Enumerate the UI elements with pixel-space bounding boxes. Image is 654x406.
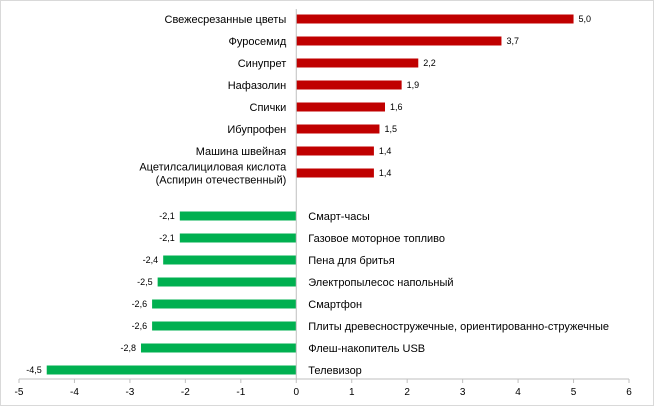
axis-layer (18, 9, 630, 383)
category-label: Фуросемид (229, 36, 287, 48)
bars-layer (46, 14, 574, 375)
category-label: Нафазолин (228, 80, 287, 92)
category-label: Свежесрезанные цветы (165, 14, 287, 26)
labels-layer: 5,0 Свежесрезанные цветы 3,7 Фуросемид 2,2 Си… (15, 14, 633, 398)
category-label: Флеш-накопитель USB (308, 343, 425, 355)
bar-negative (152, 299, 297, 309)
bar-positive (296, 146, 374, 156)
value-label: -4,5 (26, 365, 42, 375)
value-label: -2,1 (159, 233, 175, 243)
category-label: Спички (250, 102, 287, 114)
category-label: Синупрет (238, 58, 287, 70)
value-label: -2,6 (132, 299, 148, 309)
value-label: 1,4 (379, 146, 392, 156)
bar-positive (296, 36, 502, 46)
value-label: 3,7 (506, 36, 519, 46)
value-label: -2,5 (137, 277, 153, 287)
x-tick-label: 6 (626, 387, 632, 398)
category-label: Пена для бритья (308, 255, 394, 267)
value-label: 2,2 (423, 58, 436, 68)
value-label: -2,1 (159, 211, 175, 221)
x-tick-label: -4 (70, 387, 79, 398)
bar-negative (179, 211, 297, 221)
value-label: -2,8 (120, 343, 136, 353)
value-label: 1,4 (379, 168, 392, 178)
bar-positive (296, 102, 385, 112)
x-tick-label: -3 (125, 387, 134, 398)
bar-negative (163, 255, 297, 265)
category-label: Ацетилсалициловая кислота (139, 162, 287, 174)
category-label: Смартфон (308, 299, 362, 311)
x-tick-label: 1 (349, 387, 355, 398)
category-label: (Аспирин отечественный) (156, 175, 287, 187)
category-label: Плиты древесностружечные, ориентированно… (308, 321, 609, 333)
bar-positive (296, 58, 419, 68)
value-label: 1,9 (407, 80, 420, 90)
value-label: 1,5 (384, 124, 397, 134)
bar-positive (296, 168, 374, 178)
value-label: 1,6 (390, 102, 403, 112)
bar-positive (296, 14, 574, 24)
category-label: Смарт-часы (308, 211, 370, 223)
x-tick-label: -1 (236, 387, 245, 398)
category-label: Ибупрофен (227, 124, 286, 136)
bar-negative (179, 233, 297, 243)
bar-positive (296, 80, 402, 90)
x-tick-label: 3 (460, 387, 466, 398)
category-label: Машина швейная (196, 146, 287, 158)
bar-negative (46, 365, 297, 375)
category-label: Электропылесос напольный (308, 277, 453, 289)
category-label: Телевизор (308, 365, 362, 377)
x-tick-label: -5 (15, 387, 24, 398)
bar-positive (296, 124, 380, 134)
value-label: -2,4 (143, 255, 159, 265)
value-label: 5,0 (579, 14, 592, 24)
bar-negative (141, 343, 297, 353)
x-tick-label: 4 (515, 387, 521, 398)
value-label: -2,6 (132, 321, 148, 331)
bar-negative (152, 321, 297, 331)
x-tick-label: -2 (181, 387, 190, 398)
x-tick-label: 2 (404, 387, 410, 398)
x-tick-label: 5 (571, 387, 577, 398)
bar-negative (157, 277, 297, 287)
category-label: Газовое моторное топливо (308, 233, 445, 245)
x-tick-label: 0 (293, 387, 299, 398)
